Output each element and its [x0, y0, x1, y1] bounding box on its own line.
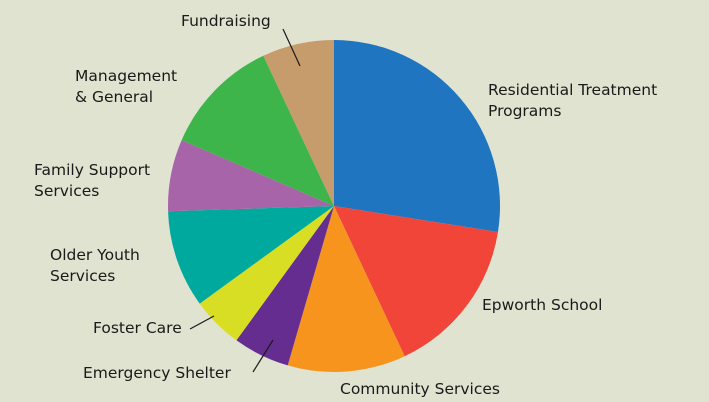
slice-label-community-services: Community Services: [340, 380, 500, 398]
leader-line-foster-care: [189, 315, 215, 330]
slice-labels: Residential Treatment Programs Epworth Sch…: [34, 12, 657, 398]
pie-slice-foster-care: [199, 206, 334, 341]
pie-slice-residential-treatment-programs: [334, 40, 501, 232]
slice-label-management-general: Management & General: [75, 67, 177, 106]
slice-label-emergency-shelter: Emergency Shelter: [83, 364, 231, 382]
slice-label-family-support-services: Family Support Services: [34, 161, 150, 200]
leader-lines: [189, 28, 301, 373]
pie-slices: [167, 40, 501, 372]
pie-slice-fundraising: [263, 40, 334, 206]
leader-line-emergency-shelter: [252, 339, 274, 373]
slice-label-foster-care: Foster Care: [93, 319, 182, 337]
slice-label-older-youth-services: Older Youth Services: [50, 246, 140, 285]
pie-slice-management-general: [181, 55, 334, 206]
leader-line-fundraising: [282, 28, 301, 67]
pie-slice-family-support-services: [167, 140, 334, 212]
pie-slice-emergency-shelter: [236, 206, 334, 366]
pie-slice-epworth-school: [334, 206, 498, 357]
pie-slice-community-services: [287, 206, 405, 372]
slice-label-residential-treatment-programs: Residential Treatment Programs: [488, 81, 657, 120]
pie-slice-older-youth-services: [168, 206, 334, 304]
slice-label-fundraising: Fundraising: [181, 12, 271, 30]
slice-label-epworth-school: Epworth School: [482, 296, 602, 314]
